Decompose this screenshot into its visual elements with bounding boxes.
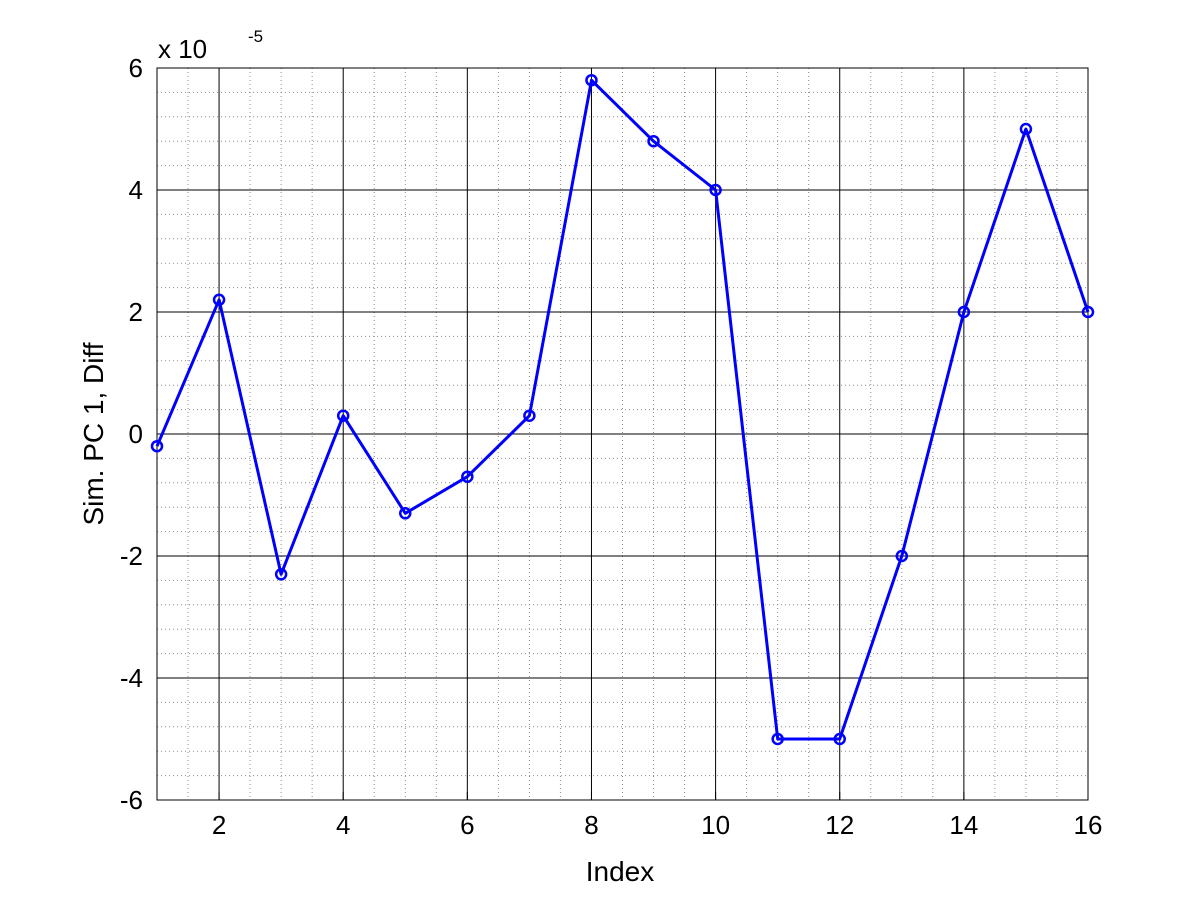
y-tick-label: 2 [129,297,143,327]
series-line [155,78,1090,741]
data-point-marker [399,507,412,520]
x-tick-label: 4 [336,810,350,840]
x-tick-label: 12 [825,810,854,840]
data-point-marker [1081,305,1095,319]
data-point-marker [647,134,660,148]
y-multiplier-base: x 10 [158,34,207,64]
x-tick-label: 6 [460,810,474,840]
x-tick-label: 10 [701,810,730,840]
x-tick-label: 16 [1074,810,1103,840]
data-point-marker [585,73,598,87]
data-point-marker [1019,122,1033,136]
y-tick-label: 6 [129,53,143,83]
data-point-marker [895,549,909,563]
y-tick-label: 0 [129,419,143,449]
data-point-marker [336,409,350,422]
y-tick-label: 4 [129,175,143,205]
data-point-marker [212,293,226,307]
data-point-marker [461,470,474,483]
x-tick-label: 8 [584,810,598,840]
data-point-marker [150,439,164,453]
y-axis-label: Sim. PC 1, Diff [78,342,109,525]
x-tick-label: 14 [949,810,978,840]
x-tick-labels: 2 4 6 8 10 12 14 16 [212,810,1103,840]
data-point-marker [709,183,722,197]
data-point-marker [957,305,971,319]
data-point-marker [523,409,536,422]
x-axis-label: Index [586,856,655,887]
y-tick-label: -6 [120,785,143,815]
y-tick-label: -2 [120,541,143,571]
axis-ticks [157,67,1089,801]
y-multiplier-exponent: -5 [248,27,263,46]
y-tick-labels: -6 -4 -2 0 2 4 6 [120,53,143,815]
data-point-marker [833,732,846,746]
data-point-marker [274,568,288,581]
y-tick-label: -4 [120,663,143,693]
x-tick-label: 2 [212,810,226,840]
series-layer [150,73,1095,746]
data-point-marker [771,732,784,746]
